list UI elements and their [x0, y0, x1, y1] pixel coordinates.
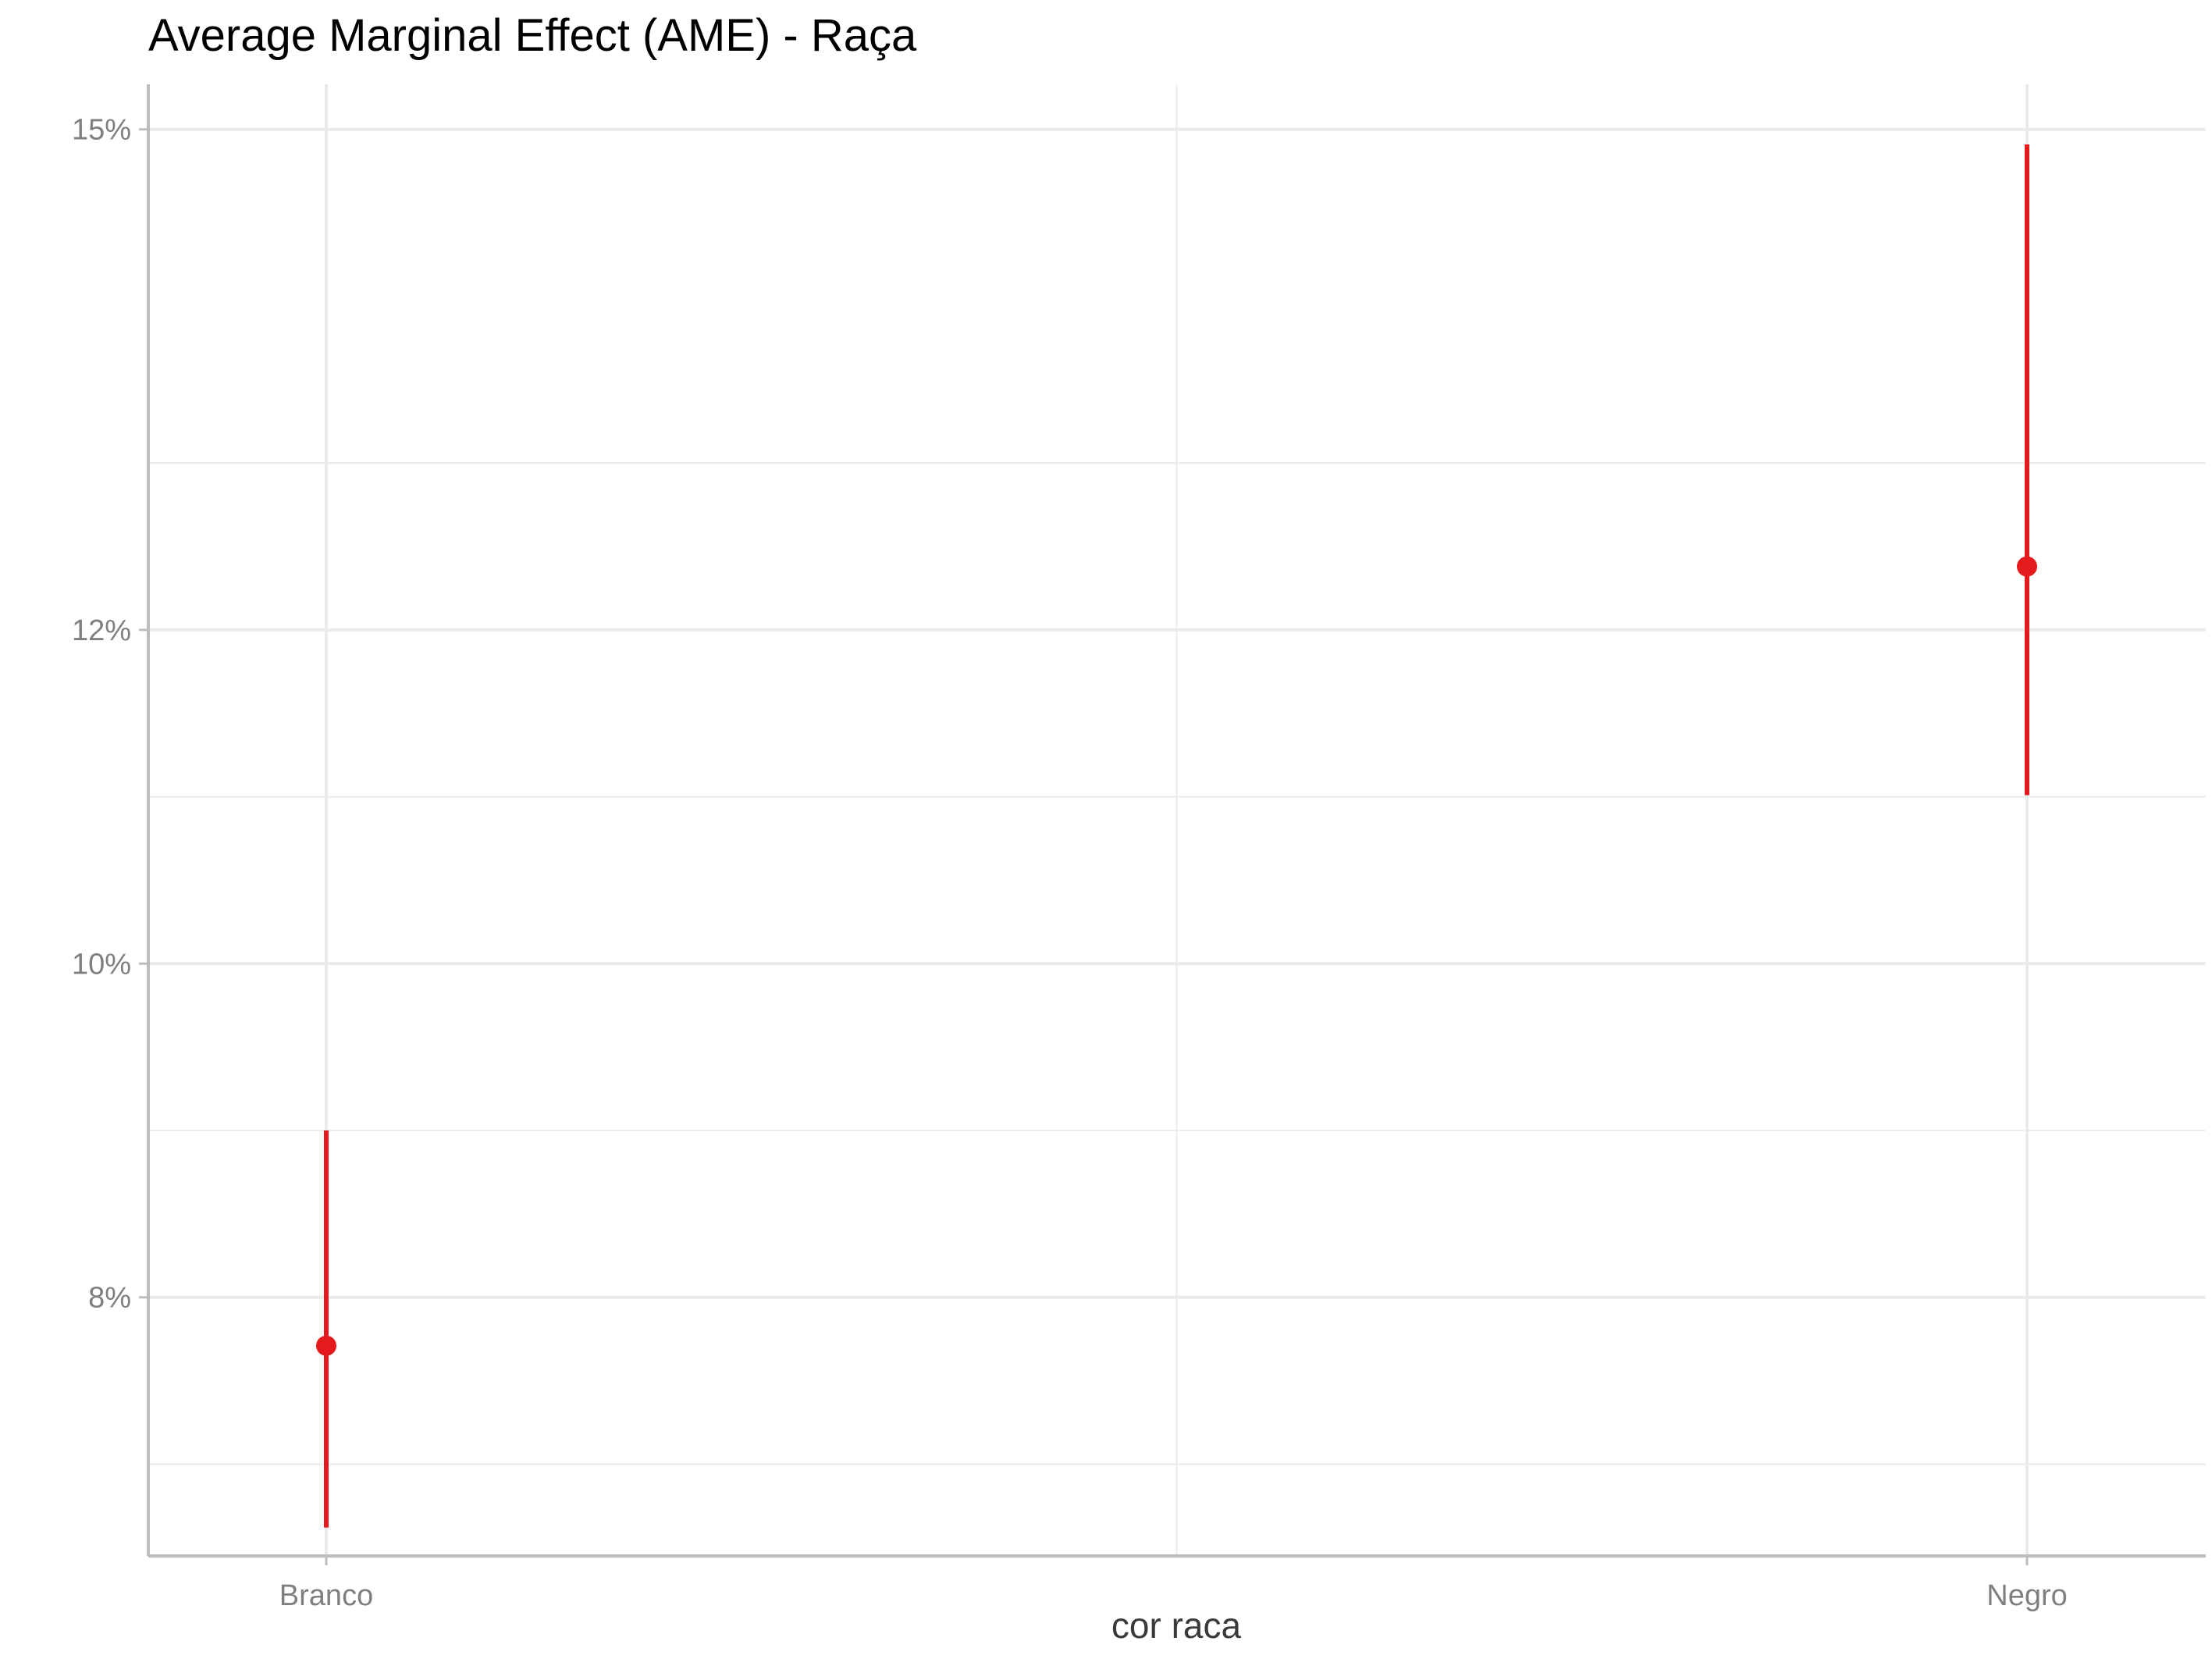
y-tick-label: 8% [88, 1282, 131, 1315]
x-tick-label: Branco [279, 1579, 373, 1612]
estimate-point-negro [2017, 556, 2037, 577]
chart-title: Average Marginal Effect (AME) - Raça [148, 10, 917, 61]
grid-layer [148, 84, 2206, 1556]
data-layer [316, 144, 2037, 1528]
axis-layer: 8% 10% 12% 15% Branco Negro [72, 84, 2206, 1612]
y-tick-label: 15% [72, 114, 131, 147]
y-tick-label: 12% [72, 614, 131, 647]
x-tick-label: Negro [1986, 1579, 2068, 1612]
y-tick-label: 10% [72, 948, 131, 981]
estimate-point-branco [316, 1335, 336, 1356]
x-axis-title: cor raca [1111, 1605, 1242, 1646]
